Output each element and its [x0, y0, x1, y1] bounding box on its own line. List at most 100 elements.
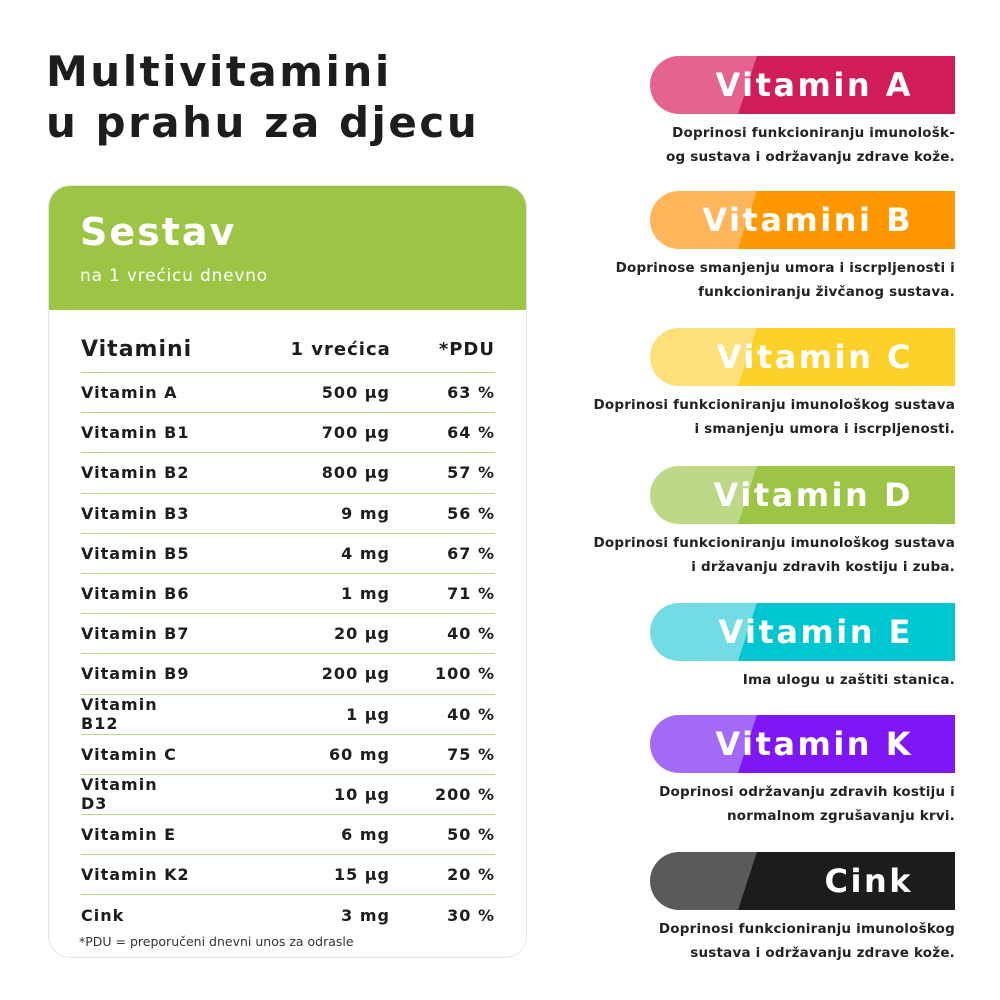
- cell-name: Vitamin B7: [81, 624, 190, 644]
- vitamin-block: Vitamin D Doprinosi funkcioniranju imuno…: [593, 466, 955, 579]
- table-row: Vitamin A 500 µg 63 %: [81, 372, 495, 412]
- vitamin-description: Doprinosi funkcioniranju imunološkog sust…: [575, 917, 955, 965]
- table-row: Vitamin B9 200 µg 100 %: [81, 653, 495, 693]
- table-row: Vitamin B6 1 mg 71 %: [81, 572, 495, 613]
- cell-amount: 20 µg: [333, 624, 390, 644]
- table-row: Vitamin K2 15 µg 20 %: [81, 854, 495, 894]
- vitamin-name: Vitamin E: [718, 613, 913, 651]
- cell-name: Vitamin C: [81, 744, 177, 764]
- vitamin-description: Doprinosi održavanju zdravih kostiju i no…: [575, 780, 955, 828]
- desc-line-2: funkcioniranju živčanog sustava.: [698, 284, 955, 300]
- cell-amount: 10 µg: [333, 784, 390, 804]
- desc-line-1: Doprinosi funkcioniranju imunološk-: [672, 125, 955, 141]
- vitamin-description: Doprinosi funkcioniranju imunološkog sus…: [575, 531, 955, 579]
- cell-pdu: 40 %: [447, 624, 495, 644]
- footnote: *PDU = preporučeni dnevni unos za odrasl…: [79, 934, 354, 949]
- vitamin-block: Cink Doprinosi funkcioniranju imunološko…: [650, 852, 955, 965]
- table-row: Vitamin B7 20 µg 40 %: [81, 613, 495, 653]
- desc-line-1: Doprinosi funkcioniranju imunološkog: [658, 921, 955, 937]
- cell-pdu: 50 %: [447, 825, 495, 845]
- cell-amount: 800 µg: [321, 463, 390, 483]
- cell-amount: 1 µg: [346, 704, 390, 724]
- vitamin-name: Vitamin C: [716, 338, 913, 376]
- cell-amount: 6 mg: [341, 825, 390, 845]
- desc-line-2: sustava i održavanju zdrave kože.: [690, 945, 955, 961]
- desc-line-1: Doprinosi održavanju zdravih kostiju i: [659, 784, 955, 800]
- cell-amount: 60 mg: [329, 744, 390, 764]
- vitamin-block: Vitamin C Doprinosi funkcioniranju imuno…: [593, 328, 955, 441]
- cell-name: Vitamin B2: [81, 463, 190, 483]
- cell-pdu: 56 %: [447, 503, 495, 523]
- table-row: Vitamin B12 1 µg 40 %: [81, 693, 495, 734]
- desc-line-2: i državanju zdravih kostiju i zuba.: [691, 559, 955, 575]
- table-row: Vitamin E 6 mg 50 %: [81, 814, 495, 854]
- vitamin-name: Vitamin D: [713, 476, 913, 514]
- vitamin-banner: Vitamin D: [650, 466, 955, 524]
- desc-line-2: og sustava i održavanju zdrave kože.: [665, 149, 955, 165]
- cell-name: Vitamin D3: [81, 775, 158, 814]
- table-row: Vitamin B2 800 µg 57 %: [81, 452, 495, 492]
- cell-amount: 3 mg: [341, 905, 390, 925]
- table-row: Vitamin D3 10 µg 200 %: [81, 773, 495, 814]
- cell-pdu: 30 %: [447, 905, 495, 925]
- title-line-1: Multivitamini: [46, 47, 392, 96]
- cell-name: Vitamin A: [81, 383, 178, 403]
- table-row: Vitamin B5 4 mg 67 %: [81, 532, 495, 573]
- table-header: Vitamini 1 vrećica *PDU: [81, 326, 495, 372]
- vitamin-name: Vitamini B: [702, 201, 913, 239]
- vitamin-name: Cink: [824, 862, 913, 900]
- table-row: Vitamin C 60 mg 75 %: [81, 733, 495, 774]
- cell-amount: 500 µg: [321, 383, 390, 403]
- vitamin-banner: Vitamin E: [650, 603, 955, 661]
- cell-pdu: 40 %: [447, 704, 495, 724]
- cell-amount: 9 mg: [341, 503, 390, 523]
- cell-pdu: 57 %: [447, 463, 495, 483]
- cell-name: Vitamin E: [81, 825, 177, 845]
- card-subtitle: na 1 vrećicu dnevno: [80, 266, 269, 286]
- cell-name: Vitamin B12: [81, 695, 158, 734]
- cell-pdu: 100 %: [435, 664, 495, 684]
- cell-pdu: 200 %: [435, 784, 495, 804]
- desc-line-1: Doprinosi funkcioniranju imunološkog sus…: [593, 535, 955, 551]
- vitamin-banner: Vitamin C: [650, 328, 955, 386]
- cell-name: Vitamin K2: [81, 865, 190, 885]
- cell-amount: 4 mg: [341, 543, 390, 563]
- cell-pdu: 67 %: [447, 543, 495, 563]
- cell-pdu: 71 %: [447, 584, 495, 604]
- vitamin-banner: Vitamini B: [650, 191, 955, 249]
- vitamin-banner: Vitamin A: [650, 56, 955, 114]
- vitamin-block: Vitamin K Doprinosi održavanju zdravih k…: [650, 715, 955, 828]
- desc-line-1: Doprinosi funkcioniranju imunološkog sus…: [593, 397, 955, 413]
- vitamin-description: Ima ulogu u zaštiti stanica.: [575, 668, 955, 692]
- table-row: Vitamin B3 9 mg 56 %: [81, 492, 495, 533]
- table-row: Vitamin B1 700 µg 64 %: [81, 412, 495, 452]
- composition-card: Sestav na 1 vrećicu dnevno Vitamini 1 vr…: [48, 185, 527, 958]
- header-name: Vitamini: [81, 336, 193, 362]
- vitamin-name: Vitamin K: [715, 725, 913, 763]
- cell-name: Vitamin B6: [81, 584, 190, 604]
- header-pdu: *PDU: [438, 338, 495, 360]
- cell-pdu: 75 %: [447, 744, 495, 764]
- vitamin-description: Doprinose smanjenju umora i iscrpljenost…: [575, 256, 955, 304]
- cell-name: Vitamin B3: [81, 503, 190, 523]
- cell-amount: 1 mg: [341, 584, 390, 604]
- vitamin-block: Vitamin E Ima ulogu u zaštiti stanica.: [650, 603, 955, 692]
- desc-line-2: i smanjenju umora i iscrpljenosti.: [694, 421, 955, 437]
- cell-name: Vitamin B5: [81, 543, 190, 563]
- desc-line-1: Ima ulogu u zaštiti stanica.: [742, 672, 955, 688]
- cell-name: Vitamin B9: [81, 664, 190, 684]
- vitamin-banner: Cink: [650, 852, 955, 910]
- composition-table: Vitamini 1 vrećica *PDU Vitamin A 500 µg 6…: [81, 326, 495, 935]
- title-line-2: u prahu za djecu: [46, 98, 480, 147]
- cell-name: Vitamin B1: [81, 423, 190, 443]
- vitamin-description: Doprinosi funkcioniranju imunološkog sus…: [575, 393, 955, 441]
- card-title: Sestav: [80, 210, 237, 254]
- header-amount: 1 vrećica: [290, 338, 391, 360]
- page-title: Multivitamini u prahu za djecu: [46, 46, 479, 148]
- vitamin-banner: Vitamin K: [650, 715, 955, 773]
- cell-name: Cink: [81, 905, 125, 925]
- cell-pdu: 63 %: [447, 383, 495, 403]
- cell-amount: 200 µg: [321, 664, 390, 684]
- vitamin-block: Vitamini B Doprinose smanjenju umora i i…: [616, 191, 955, 304]
- desc-line-1: Doprinose smanjenju umora i iscrpljenost…: [615, 260, 955, 276]
